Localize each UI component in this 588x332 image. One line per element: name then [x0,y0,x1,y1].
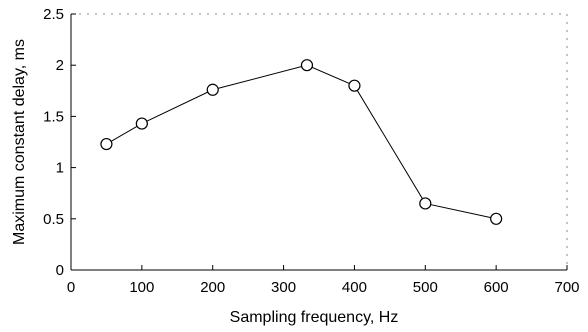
x-tick-label: 0 [67,279,75,296]
data-point [135,117,148,130]
series [100,59,503,225]
y-tick-label: 2.5 [43,6,64,23]
y-tick-label: 1.5 [43,108,64,125]
x-tick-label: 600 [484,279,509,296]
data-point [100,137,113,151]
y-tick-labels: 0 0.5 1 1.5 2 2.5 [43,6,64,279]
data-point [490,212,503,225]
x-tick-label: 700 [554,279,579,296]
x-tick-label: 300 [271,279,296,296]
y-tick-label: 1 [56,160,64,177]
x-tick-label: 400 [342,279,367,296]
data-point [206,83,219,96]
x-tick-labels: 0 100 200 300 400 500 600 700 [67,279,580,296]
y-tick-label: 0 [56,262,64,279]
y-axis-label: Maximum constant delay, ms [11,39,28,245]
x-tick-label: 100 [129,279,154,296]
x-tick-label: 500 [413,279,438,296]
data-point [348,79,361,92]
data-point [300,59,314,72]
axis-ticks [70,13,568,271]
y-tick-label: 0.5 [43,211,64,228]
x-tick-label: 200 [200,279,225,296]
plot-frame [70,13,568,271]
y-tick-label: 2 [56,57,64,74]
series-line [106,64,497,220]
x-axis-label: Sampling frequency, Hz [230,309,399,326]
data-point [419,197,432,210]
